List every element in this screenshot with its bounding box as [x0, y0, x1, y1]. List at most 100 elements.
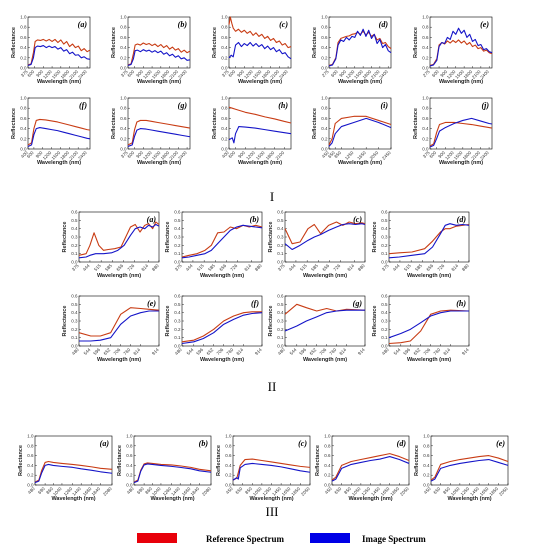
x-tick-label: 2050 — [369, 150, 380, 161]
y-tick-label: 0.2 — [174, 243, 181, 248]
x-tick-label: 880 — [357, 263, 366, 272]
y-tick-label: 0.8 — [221, 25, 228, 30]
series-line-reference — [232, 458, 311, 481]
x-tick-label: 585 — [310, 263, 319, 272]
panel-II-e: 0.0 0.1 0.2 0.3 0.4 0.5 0.6 480 544 596 652 706 760 8… — [62, 294, 160, 364]
x-tick-label: 444 — [185, 263, 194, 272]
y-tick-label: 0.6 — [381, 294, 388, 299]
y-axis-label: Reflectance — [414, 445, 420, 476]
y-tick-label: 0.8 — [321, 106, 328, 111]
y-tick-label: 0.4 — [381, 226, 388, 231]
y-tick-label: 0.6 — [422, 35, 429, 40]
x-tick-label: 652 — [103, 347, 112, 356]
y-tick-label: 0.8 — [324, 443, 331, 448]
y-tick-label: 1.0 — [321, 15, 328, 20]
y-tick-label: 0.1 — [381, 251, 388, 256]
series-line-reference — [78, 221, 160, 256]
x-tick-label: 2400 — [479, 69, 490, 80]
x-tick-label: 1500 — [453, 150, 464, 161]
panel-label: (j) — [481, 101, 489, 110]
x-tick-label: 900 — [439, 69, 448, 78]
y-axis-label: Reflectance — [216, 445, 222, 476]
x-tick-label: 375 — [20, 69, 29, 78]
panel-label: (c) — [298, 439, 307, 448]
x-tick-label: 706 — [216, 347, 225, 356]
series-line-reference — [27, 38, 91, 66]
x-tick-label: 1800 — [160, 150, 171, 161]
panel-label: (g) — [353, 299, 363, 308]
y-tick-label: 1.0 — [321, 96, 328, 101]
series-line-image — [429, 27, 493, 67]
legend-reference-swatch — [137, 533, 177, 543]
series-line-reference — [181, 224, 263, 258]
y-tick-label: 0.8 — [20, 25, 27, 30]
x-tick-label: 760 — [432, 347, 441, 356]
x-tick-label: 1660 — [82, 486, 93, 497]
x-tick-label: 596 — [195, 347, 204, 356]
y-tick-label: 0.0 — [422, 66, 429, 71]
x-tick-label: 1200 — [142, 69, 153, 80]
y-tick-label: 0.0 — [27, 483, 34, 488]
y-tick-label: 0.5 — [174, 218, 181, 223]
y-tick-label: 0.1 — [71, 335, 78, 340]
x-tick-label: 650 — [333, 486, 342, 495]
x-tick-label: 900 — [35, 69, 44, 78]
x-tick-label: 900 — [237, 150, 246, 159]
x-tick-label: 690 — [37, 486, 46, 495]
y-tick-label: 0.8 — [120, 106, 127, 111]
x-tick-label: 1250 — [460, 486, 471, 497]
x-tick-label: 880 — [461, 263, 470, 272]
x-tick-label: 600 — [330, 69, 339, 78]
x-tick-label: 814 — [450, 263, 459, 272]
x-tick-label: 2100 — [168, 69, 179, 80]
x-tick-label: 1200 — [42, 69, 53, 80]
series-line-image — [181, 312, 263, 345]
y-axis-label: Reflectance — [165, 222, 171, 253]
panel-II-c: 0.0 0.1 0.2 0.3 0.4 0.5 0.6 375 444 515 585 656 726 8… — [268, 210, 366, 280]
x-tick-label: 900 — [135, 69, 144, 78]
x-tick-label: 1200 — [243, 69, 254, 80]
plot-frame — [429, 16, 493, 69]
y-tick-label: 0.2 — [225, 473, 232, 478]
x-tick-label: 480 — [27, 486, 36, 495]
x-axis-label: Wavelength (nm) — [97, 273, 141, 279]
y-tick-label: 0.5 — [277, 218, 284, 223]
x-tick-label: 1200 — [142, 150, 153, 161]
y-tick-label: 0.6 — [221, 35, 228, 40]
series-line-image — [388, 223, 470, 259]
x-tick-label: 2100 — [470, 150, 481, 161]
series-line-reference — [127, 119, 191, 146]
x-tick-label: 2100 — [68, 150, 79, 161]
y-tick-label: 0.4 — [321, 126, 328, 131]
series-line-image — [228, 126, 292, 144]
y-axis-label: Reflectance — [111, 108, 117, 139]
legend-image-swatch — [310, 533, 350, 543]
panel-II-b: 0.0 0.1 0.2 0.3 0.4 0.5 0.6 375 444 515 585 656 726 8… — [165, 210, 263, 280]
y-tick-label: 0.2 — [221, 136, 228, 141]
x-tick-label: 444 — [82, 263, 91, 272]
x-tick-label: 652 — [309, 347, 318, 356]
panel-label: (d) — [457, 215, 467, 224]
y-tick-label: 0.6 — [71, 294, 78, 299]
x-tick-label: 1800 — [60, 69, 71, 80]
y-axis-label: Reflectance — [11, 108, 17, 139]
x-tick-label: 1200 — [446, 69, 457, 80]
x-tick-label: 596 — [298, 347, 307, 356]
y-tick-label: 0.5 — [71, 302, 78, 307]
y-axis-label: Reflectance — [18, 445, 24, 476]
panel-label: (c) — [353, 215, 362, 224]
y-tick-label: 0.4 — [221, 45, 228, 50]
x-tick-label: 1800 — [463, 69, 474, 80]
x-tick-label: 450 — [423, 486, 432, 495]
y-tick-label: 0.6 — [71, 210, 78, 215]
y-tick-label: 0.3 — [174, 319, 181, 324]
y-tick-label: 0.4 — [174, 226, 181, 231]
plot-frame — [228, 97, 292, 150]
x-axis-label: Wavelength (nm) — [37, 160, 81, 166]
